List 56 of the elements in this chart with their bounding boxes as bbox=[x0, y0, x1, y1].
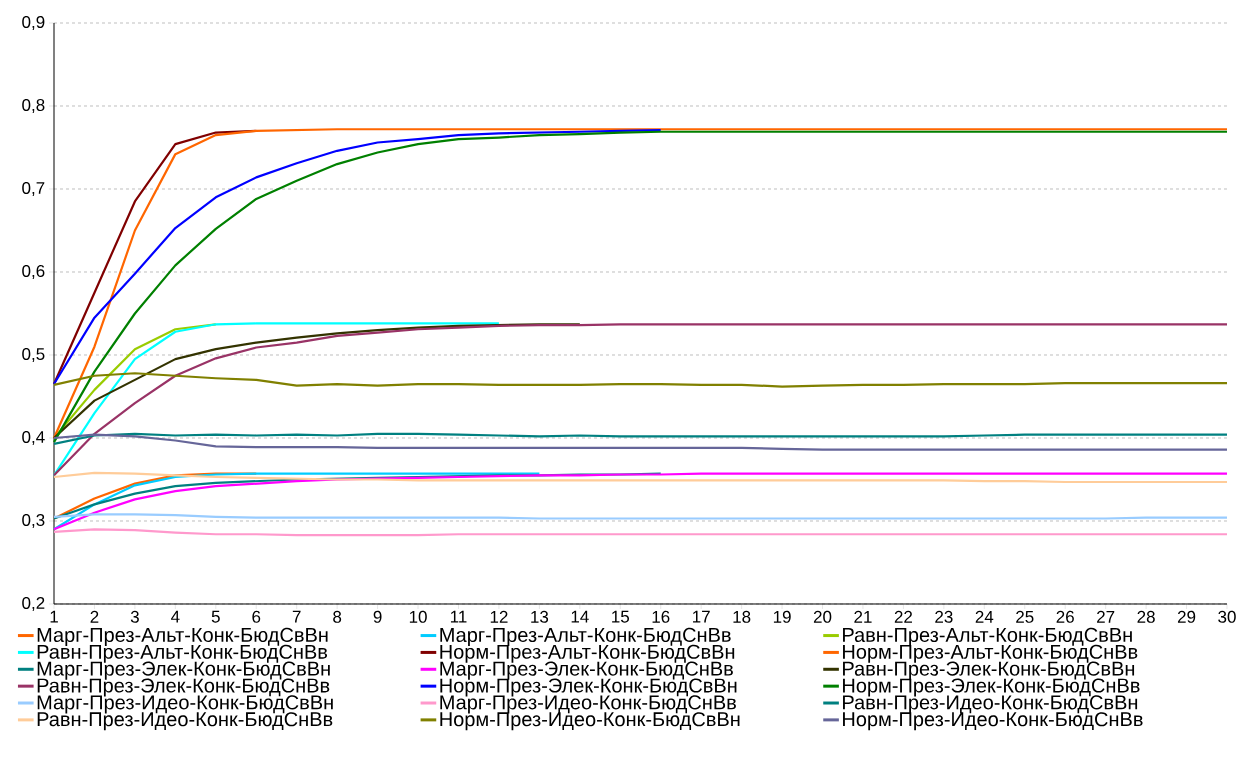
x-tick-label: 6 bbox=[252, 610, 261, 623]
legend-label: Марг-През-Альт-Конк-БюдСнВв bbox=[440, 627, 731, 646]
x-tick-label: 18 bbox=[733, 610, 751, 623]
x-tick-label: 17 bbox=[693, 610, 710, 623]
x-tick-label: 16 bbox=[652, 610, 670, 623]
x-tick-label: 11 bbox=[450, 610, 467, 623]
x-tick-label: 13 bbox=[531, 610, 549, 623]
legend-label: Норм-През-Альт-Конк-БюдСвВн bbox=[440, 644, 735, 663]
legend-label: Норм-През-Идео-Конк-БюдСвВн bbox=[440, 712, 740, 731]
x-tick-label: 8 bbox=[333, 610, 342, 623]
x-tick-label: 12 bbox=[490, 610, 508, 623]
x-tick-label: 21 bbox=[854, 610, 872, 623]
legend-label: Марг-През-Альт-Конк-БюдСвВн bbox=[37, 627, 328, 646]
legend-label: Норм-През-Элек-Конк-БюдСвВн bbox=[440, 678, 737, 697]
x-tick-label: 9 bbox=[373, 610, 382, 623]
legend-label: Марг-През-Идео-Конк-БюдСвВн bbox=[37, 695, 333, 714]
legend-label: Равн-През-Идео-Конк-БюдСвВн bbox=[843, 695, 1138, 714]
y-tick-label: 0,2 bbox=[22, 596, 45, 612]
y-tick-label: 0,6 bbox=[22, 264, 45, 280]
x-tick-label: 25 bbox=[1016, 610, 1034, 623]
legend-label: Марг-През-Идео-Конк-БюдСнВв bbox=[440, 695, 736, 714]
y-tick-label: 0,5 bbox=[22, 347, 45, 363]
y-tick-label: 0,8 bbox=[22, 98, 45, 114]
x-tick-label: 4 bbox=[171, 610, 180, 623]
legend-label: Норм-През-Элек-Конк-БюдСнВв bbox=[843, 678, 1140, 697]
x-tick-label: 29 bbox=[1177, 610, 1196, 623]
y-tick-label: 0,4 bbox=[22, 430, 45, 446]
legend-label: Равн-През-Элек-Конк-БюдСвВн bbox=[843, 661, 1135, 680]
x-tick-label: 2 bbox=[90, 610, 99, 623]
x-tick-label: 19 bbox=[773, 610, 791, 623]
x-tick-label: 15 bbox=[612, 610, 630, 623]
x-tick-label: 20 bbox=[813, 610, 832, 623]
legend-label: Марг-През-Элек-Конк-БюдСнВв bbox=[440, 661, 733, 680]
legend-label: Равн-През-Идео-Конк-БюдСнВв bbox=[37, 712, 333, 731]
legend-label: Марг-През-Элек-Конк-БюдСвВн bbox=[37, 661, 330, 680]
x-tick-label: 23 bbox=[935, 610, 953, 623]
x-tick-label: 27 bbox=[1097, 610, 1115, 623]
x-tick-label: 3 bbox=[130, 610, 139, 623]
legend-label: Равн-През-Альт-Конк-БюдСвВн bbox=[843, 627, 1132, 646]
x-tick-label: 24 bbox=[975, 610, 994, 623]
x-tick-label: 22 bbox=[894, 610, 912, 623]
legend-label: Равн-През-Элек-Конк-БюдСнВв bbox=[37, 678, 330, 697]
legend-label: Норм-През-Идео-Конк-БюдСнВв bbox=[843, 712, 1143, 731]
x-tick-label: 26 bbox=[1056, 610, 1074, 623]
y-tick-label: 0,3 bbox=[22, 513, 45, 529]
legend-label: Норм-През-Альт-Конк-БюдСнВв bbox=[843, 644, 1138, 663]
x-tick-label: 7 bbox=[292, 610, 301, 623]
x-tick-label: 30 bbox=[1218, 610, 1236, 623]
x-tick-label: 1 bbox=[50, 610, 58, 623]
x-tick-label: 28 bbox=[1137, 610, 1155, 623]
x-tick-label: 5 bbox=[211, 610, 220, 623]
y-tick-label: 0,9 bbox=[22, 15, 45, 31]
y-tick-label: 0,7 bbox=[22, 181, 45, 197]
x-tick-label: 14 bbox=[571, 610, 589, 623]
legend-label: Равн-През-Альт-Конк-БюдСнВв bbox=[37, 644, 328, 663]
x-tick-label: 10 bbox=[409, 610, 427, 623]
